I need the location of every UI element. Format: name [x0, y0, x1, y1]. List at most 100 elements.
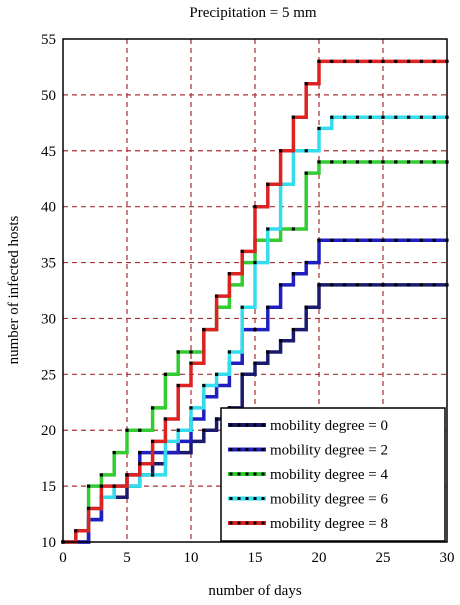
y-axis-label: number of infected hosts [6, 215, 22, 364]
x-tick-label: 5 [123, 550, 131, 566]
data-point [189, 406, 193, 410]
data-point [253, 328, 257, 332]
data-point [381, 59, 385, 63]
data-point [330, 59, 334, 63]
data-point [343, 160, 347, 164]
data-point [381, 283, 385, 287]
x-tick-label: 10 [184, 550, 199, 566]
data-point [343, 238, 347, 242]
y-tick-label: 25 [41, 367, 56, 383]
x-tick-label: 30 [440, 550, 455, 566]
legend-swatch-marker [245, 497, 249, 500]
data-point [253, 361, 257, 365]
data-point [330, 283, 334, 287]
data-point [368, 115, 372, 119]
data-point [112, 484, 116, 488]
legend-swatch-marker [261, 497, 265, 500]
data-point [266, 350, 270, 354]
data-point [176, 383, 180, 388]
y-tick-label: 45 [41, 144, 56, 160]
data-point [368, 59, 372, 63]
data-point [407, 115, 411, 119]
x-axis-label: number of days [208, 583, 301, 599]
data-point [304, 260, 308, 265]
data-point [432, 283, 436, 287]
data-point [138, 428, 142, 432]
legend-swatch-marker [261, 448, 265, 451]
y-tick-label: 30 [41, 311, 56, 327]
legend: mobility degree = 0 mobility degree = 2 mo… [220, 407, 446, 542]
legend-label: mobility degree = 0 [270, 418, 388, 434]
data-point [138, 450, 142, 455]
data-point [163, 372, 167, 376]
data-point [163, 417, 167, 421]
data-point [394, 238, 398, 242]
data-point [330, 238, 334, 242]
legend-swatch-marker [237, 423, 241, 427]
x-tick-label: 15 [248, 550, 263, 566]
data-point [240, 372, 244, 376]
plot-frame [62, 38, 448, 543]
data-point [215, 417, 219, 421]
x-tick-label: 0 [59, 550, 67, 566]
data-point [432, 59, 436, 63]
data-point [394, 59, 398, 63]
data-point [202, 383, 206, 388]
data-point [394, 115, 398, 119]
data-point [419, 160, 423, 164]
data-point [151, 406, 155, 410]
data-point [189, 350, 193, 354]
data-point [253, 260, 257, 265]
data-point [291, 227, 295, 231]
data-point [87, 484, 91, 488]
legend-swatch-marker [253, 521, 257, 525]
data-point [368, 283, 372, 287]
data-point [151, 439, 155, 443]
data-point [330, 160, 334, 164]
legend-swatch-marker [253, 423, 257, 427]
data-point [253, 205, 257, 209]
data-point [330, 115, 334, 119]
data-point [394, 283, 398, 287]
legend-swatch-marker [245, 521, 249, 525]
data-point [355, 115, 359, 119]
data-point [381, 115, 385, 119]
x-tick-label: 25 [376, 550, 391, 566]
data-point [355, 238, 359, 242]
data-point [407, 59, 411, 63]
data-point [394, 160, 398, 164]
y-tick-label: 20 [41, 423, 56, 439]
data-point [291, 328, 295, 332]
data-point [151, 473, 155, 477]
data-point [407, 160, 411, 164]
data-point [368, 238, 372, 242]
data-point [432, 160, 436, 164]
legend-label: mobility degree = 4 [270, 467, 389, 483]
data-point [381, 238, 385, 242]
legend-swatch-marker [245, 472, 249, 476]
data-point [407, 283, 411, 287]
data-point [317, 283, 321, 287]
data-point [215, 294, 219, 298]
data-point [202, 428, 206, 432]
data-point [240, 249, 244, 253]
series-line-2 [63, 160, 447, 544]
data-point [317, 238, 321, 242]
data-point [355, 160, 359, 164]
data-point [240, 305, 244, 309]
data-point [266, 305, 270, 309]
data-point [266, 182, 270, 186]
legend-swatch-marker [261, 472, 265, 476]
data-point [381, 160, 385, 164]
tick-labels: 0 5 10 15 20 25 30 10 15 20 25 30 35 40 45 50 55 [41, 32, 455, 566]
data-point [419, 283, 423, 287]
data-point [419, 115, 423, 119]
y-tick-label: 40 [41, 200, 56, 216]
data-point [304, 149, 308, 153]
data-point [202, 328, 206, 332]
data-point [279, 339, 283, 343]
legend-swatch-marker [229, 448, 233, 451]
data-point [419, 59, 423, 63]
data-point [112, 450, 116, 455]
